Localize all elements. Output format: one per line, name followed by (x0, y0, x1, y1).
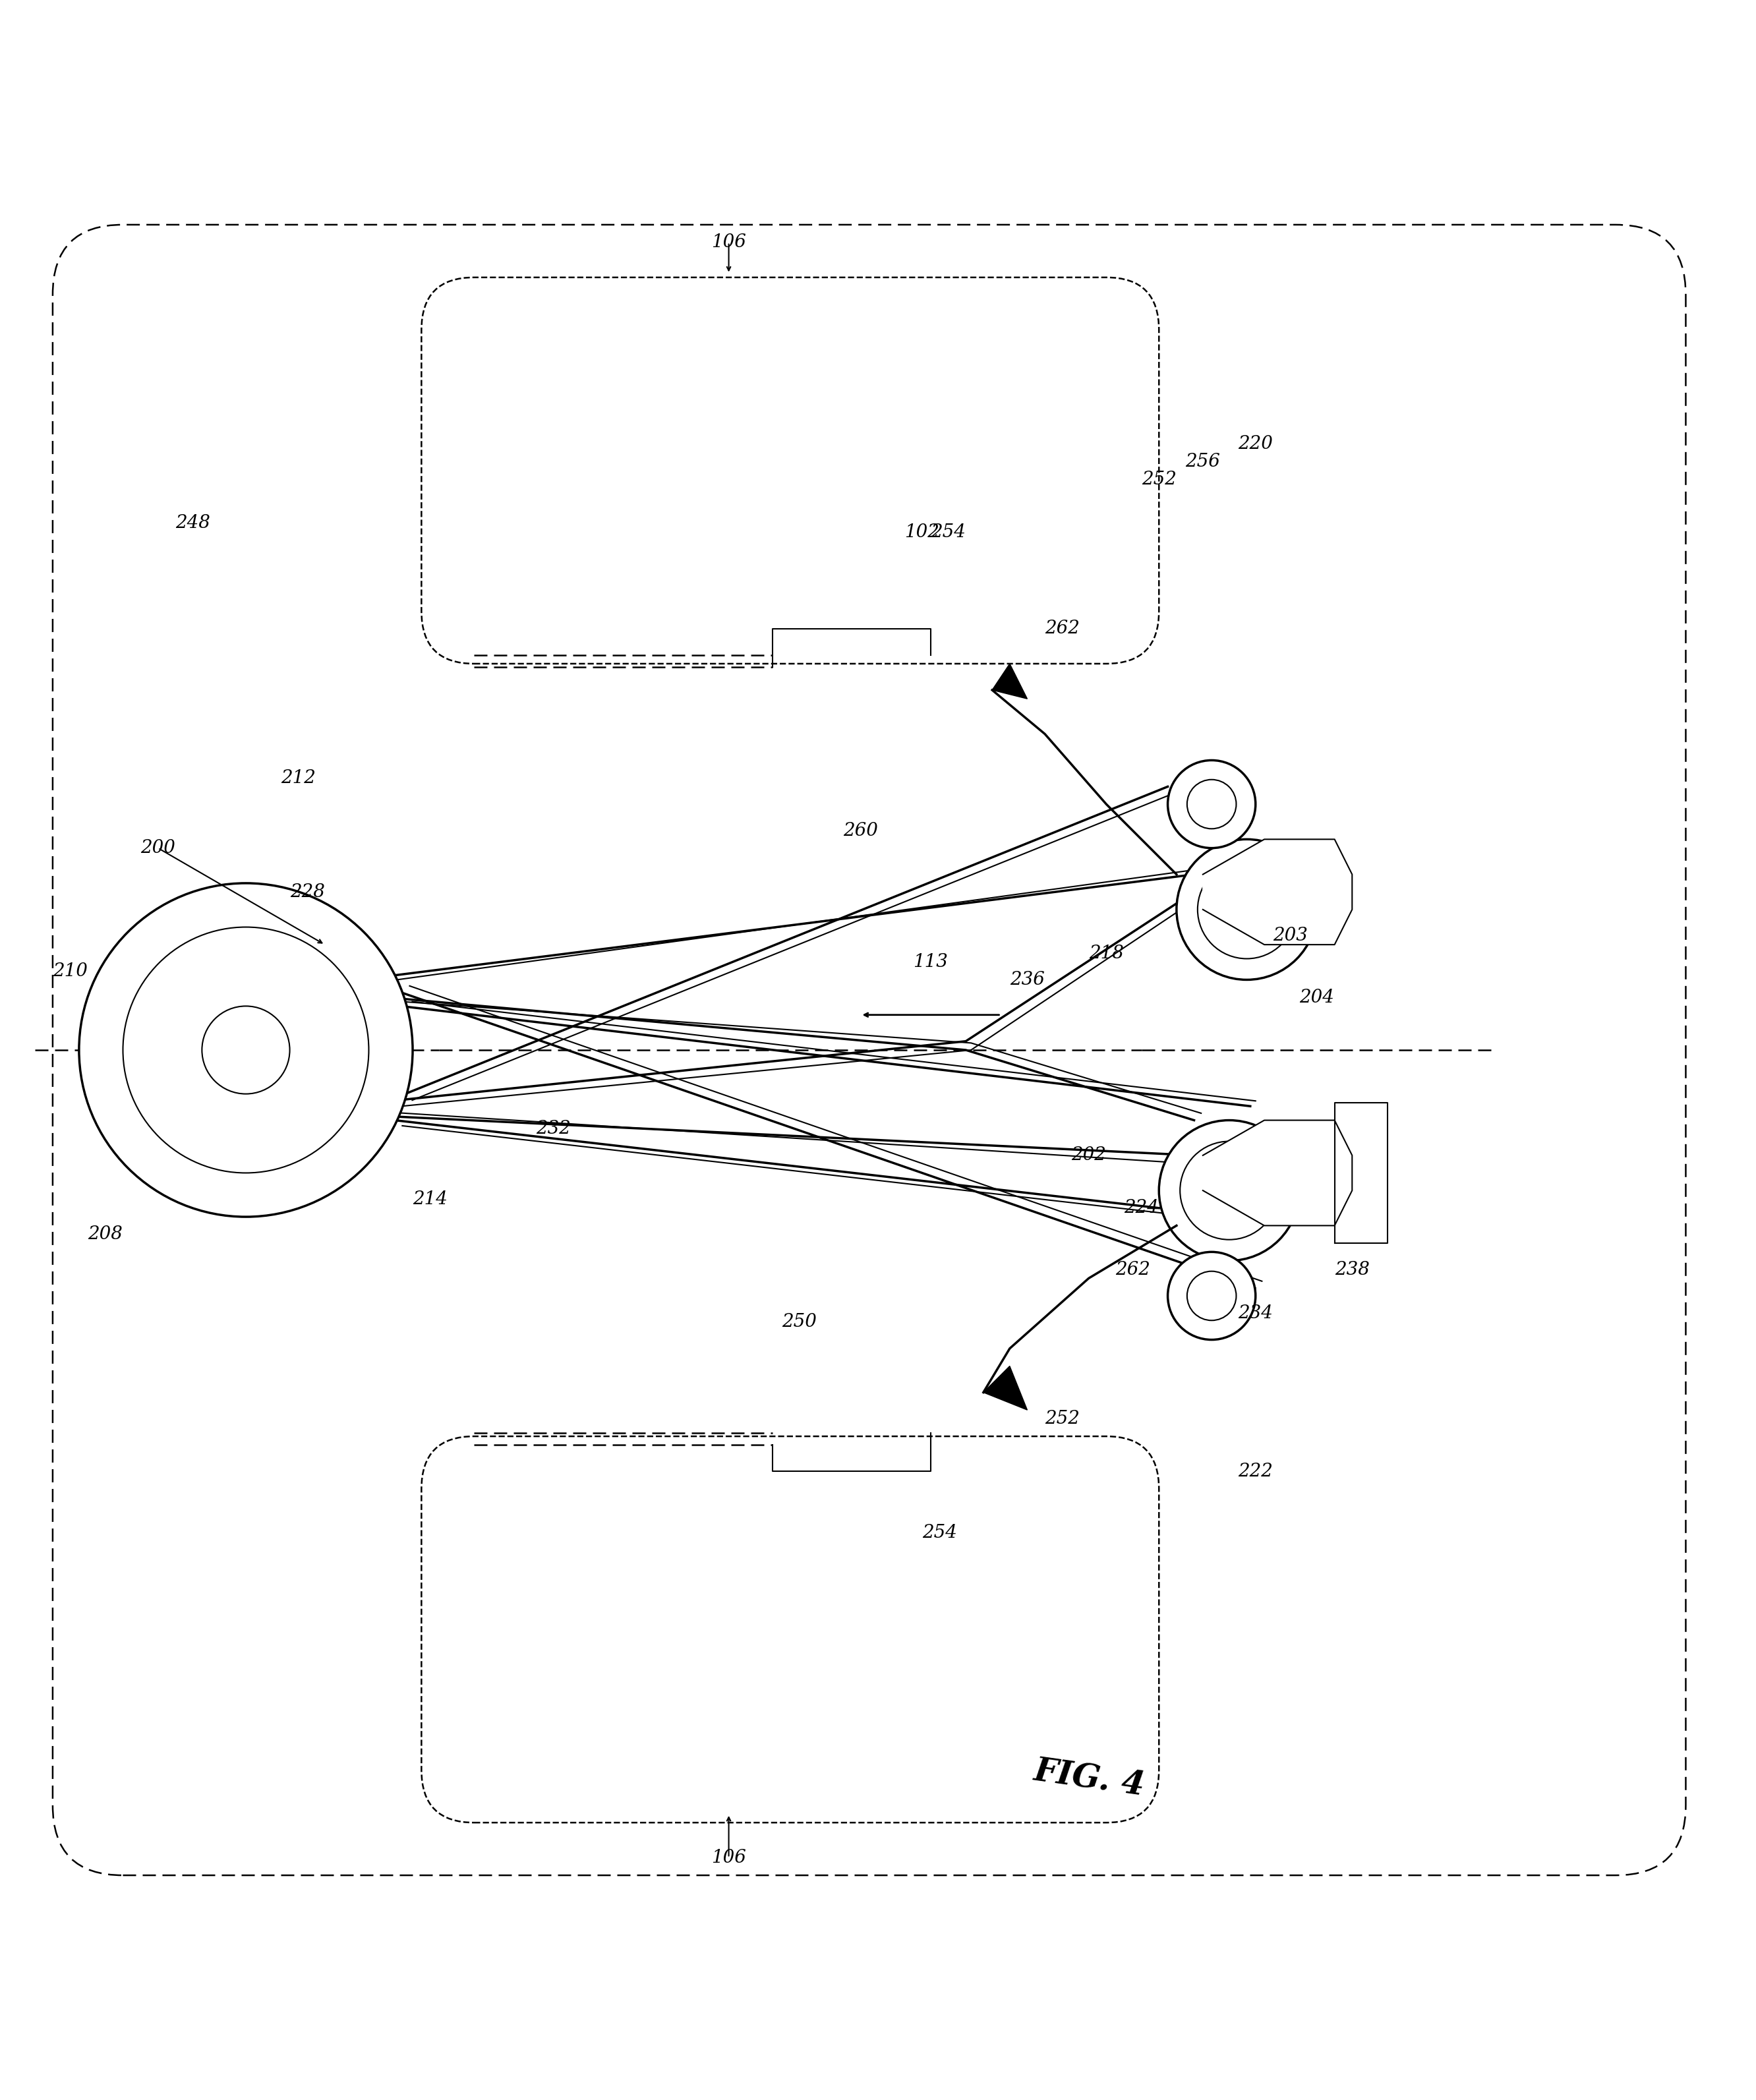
Circle shape (1159, 1119, 1299, 1260)
Text: 218: 218 (1089, 945, 1124, 962)
Text: 248: 248 (176, 514, 211, 531)
Text: 236: 236 (1010, 970, 1045, 989)
Text: 262: 262 (1115, 1260, 1150, 1279)
Text: 252: 252 (1141, 470, 1177, 487)
Text: 214: 214 (413, 1191, 448, 1207)
Text: 262: 262 (1045, 620, 1080, 638)
Text: 220: 220 (1238, 435, 1273, 454)
Text: 106: 106 (711, 233, 746, 252)
Text: 224: 224 (1124, 1199, 1159, 1216)
Text: 210: 210 (53, 962, 88, 981)
Text: 202: 202 (1071, 1147, 1106, 1163)
Polygon shape (1203, 1119, 1352, 1226)
Text: 200: 200 (140, 840, 176, 857)
Text: FIG. 4: FIG. 4 (1031, 1756, 1147, 1802)
Text: 204: 204 (1299, 989, 1335, 1006)
Text: 254: 254 (922, 1525, 957, 1541)
Circle shape (1177, 840, 1317, 981)
Polygon shape (1203, 840, 1352, 945)
Text: 106: 106 (711, 1848, 746, 1867)
Circle shape (79, 884, 413, 1216)
Polygon shape (983, 1367, 1027, 1409)
Text: 238: 238 (1335, 1260, 1370, 1279)
Text: 232: 232 (536, 1119, 571, 1138)
Text: 208: 208 (88, 1226, 123, 1243)
Text: 250: 250 (781, 1312, 817, 1331)
Text: 260: 260 (843, 821, 878, 840)
Text: 234: 234 (1238, 1304, 1273, 1323)
Circle shape (1168, 760, 1256, 848)
Polygon shape (992, 664, 1027, 699)
Text: 113: 113 (913, 953, 948, 970)
Text: 256: 256 (1185, 454, 1220, 470)
Text: 212: 212 (281, 769, 316, 788)
Circle shape (1168, 1252, 1256, 1340)
Text: 203: 203 (1273, 926, 1308, 945)
Text: 222: 222 (1238, 1462, 1273, 1480)
Text: 228: 228 (290, 884, 325, 901)
Text: 102: 102 (904, 523, 939, 542)
Text: 254: 254 (931, 523, 966, 542)
Text: 252: 252 (1045, 1409, 1080, 1428)
